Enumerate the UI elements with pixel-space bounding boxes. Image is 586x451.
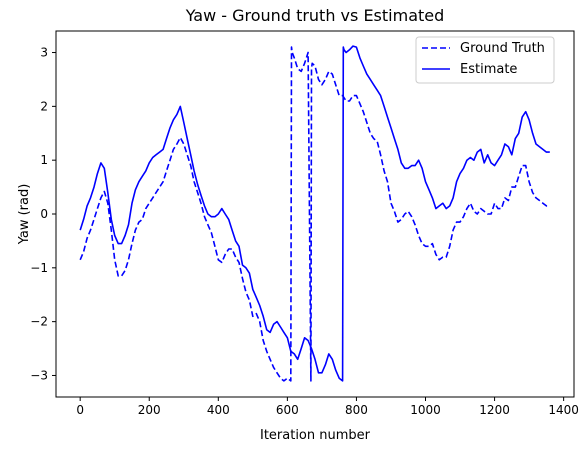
x-tick-label: 1000 bbox=[410, 403, 441, 417]
y-tick-label: −3 bbox=[30, 368, 48, 382]
legend: Ground Truth Estimate bbox=[415, 36, 555, 84]
legend-box bbox=[415, 36, 555, 84]
x-axis-label: Iteration number bbox=[260, 428, 371, 443]
y-tick-label: 3 bbox=[40, 46, 48, 60]
plot-frame bbox=[55, 30, 575, 398]
legend-ground-truth-label: Ground Truth bbox=[460, 41, 545, 56]
chart-title: Yaw - Ground truth vs Estimated bbox=[185, 6, 445, 25]
x-tick-label: 600 bbox=[276, 403, 299, 417]
series-line-estimate bbox=[79, 45, 550, 382]
x-tick-label: 0 bbox=[76, 403, 84, 417]
x-tick-label: 1400 bbox=[548, 403, 579, 417]
x-tick-label: 800 bbox=[345, 403, 368, 417]
y-tick-label: 0 bbox=[40, 207, 48, 221]
x-tick-label: 200 bbox=[138, 403, 161, 417]
y-tick-label: −2 bbox=[30, 315, 48, 329]
x-tick-label: 1200 bbox=[479, 403, 510, 417]
y-axis-label: Yaw (rad) bbox=[17, 184, 32, 246]
y-tick-label: 1 bbox=[40, 153, 48, 167]
legend-estimate-label: Estimate bbox=[460, 62, 517, 77]
y-tick-label: 2 bbox=[40, 99, 48, 113]
series-layer bbox=[79, 45, 550, 382]
x-tick-label: 400 bbox=[207, 403, 230, 417]
y-tick-label: −1 bbox=[30, 261, 48, 275]
series-line-ground-truth bbox=[79, 46, 550, 382]
ticks-layer: 0 200 400 600 800 1000 1200 1400 −3 −2 −1 0 1 2 3 bbox=[30, 46, 579, 417]
